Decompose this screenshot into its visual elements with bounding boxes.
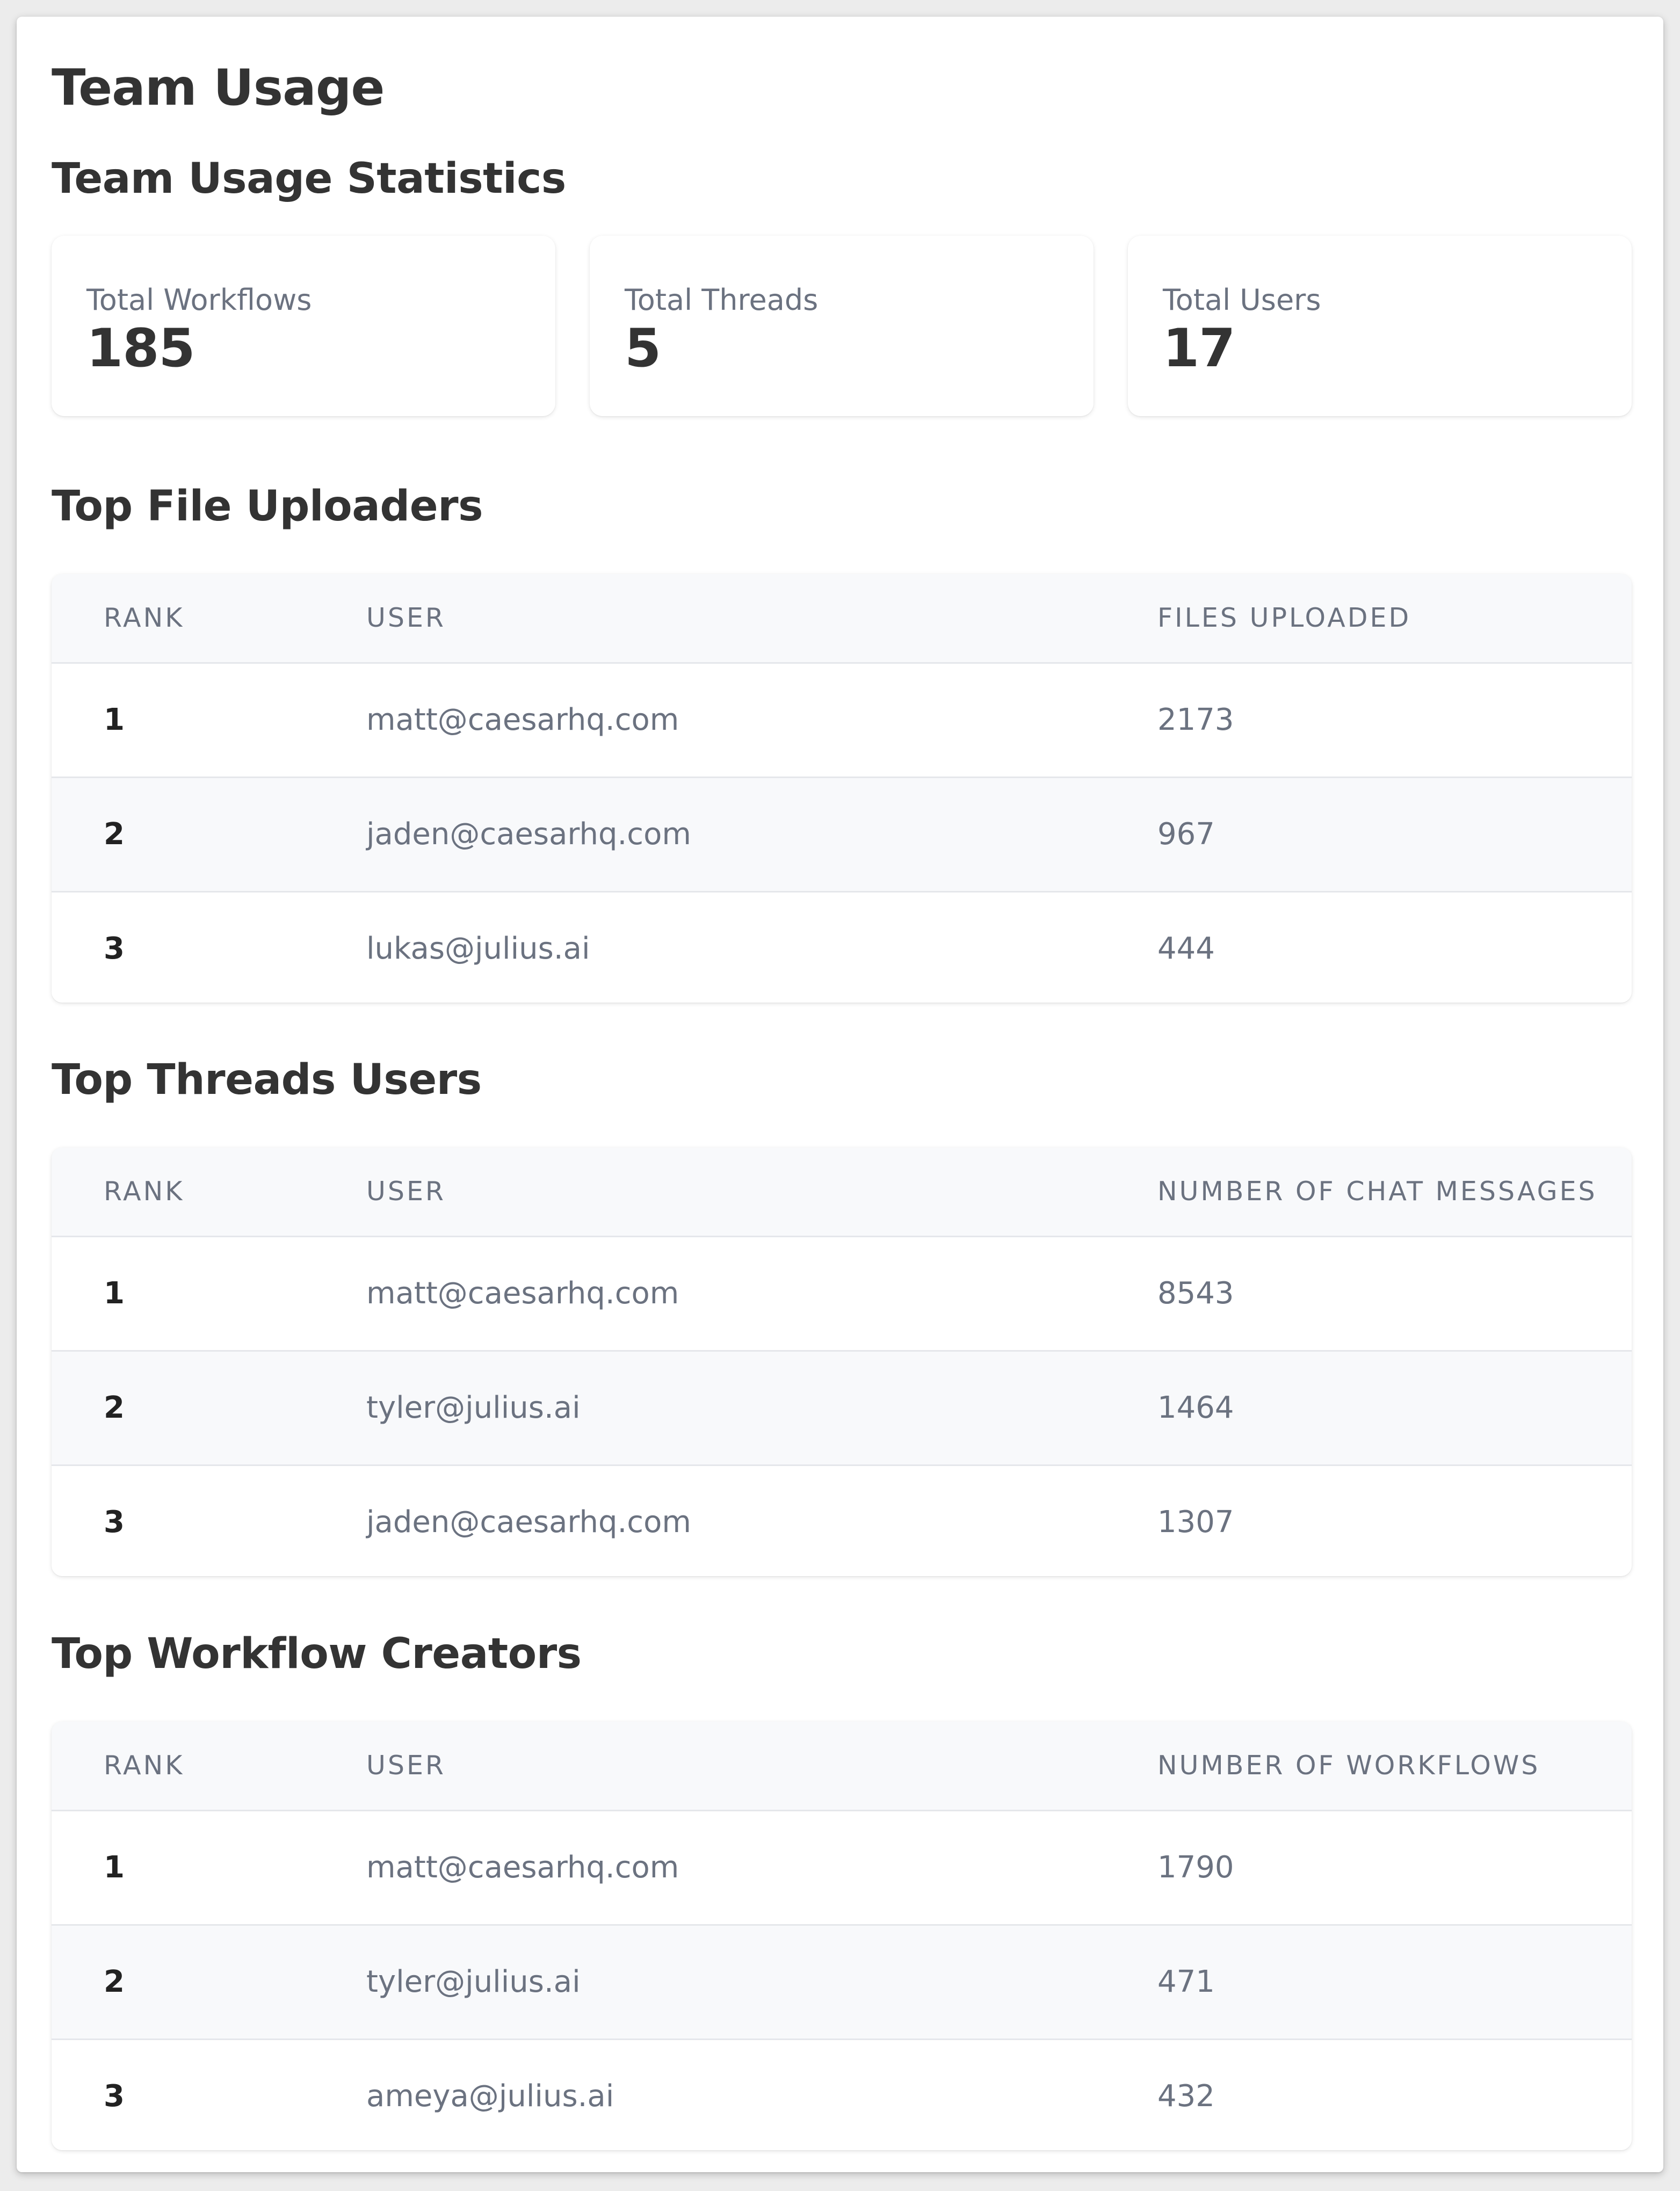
rank-cell: 3 xyxy=(104,1505,125,1540)
rank-cell: 1 xyxy=(104,1850,125,1885)
rank-cell: 3 xyxy=(104,2079,125,2114)
rank-cell: 3 xyxy=(104,931,125,966)
stat-card-total-workflows: Total Workflows 185 xyxy=(52,236,555,416)
threads-users-heading: Top Threads Users xyxy=(52,1056,482,1104)
page-title: Team Usage xyxy=(52,59,385,117)
rank-cell: 2 xyxy=(104,1390,125,1425)
user-cell: matt@caesarhq.com xyxy=(366,1850,679,1885)
column-header-chat-messages: NUMBER OF CHAT MESSAGES xyxy=(1157,1176,1597,1207)
table-header: RANK USER NUMBER OF CHAT MESSAGES xyxy=(52,1148,1632,1237)
value-cell: 471 xyxy=(1157,1964,1215,1999)
file-uploaders-heading: Top File Uploaders xyxy=(52,482,483,531)
column-header-user: USER xyxy=(366,603,446,633)
user-cell: lukas@julius.ai xyxy=(366,931,590,966)
value-cell: 8543 xyxy=(1157,1276,1234,1311)
table-row: 3 jaden@caesarhq.com 1307 xyxy=(52,1466,1632,1576)
value-cell: 967 xyxy=(1157,817,1215,852)
stat-label: Total Users xyxy=(1163,283,1321,317)
table-row: 3 ameya@julius.ai 432 xyxy=(52,2040,1632,2150)
file-uploaders-table: RANK USER FILES UPLOADED 1 matt@caesarhq… xyxy=(52,574,1632,1003)
value-cell: 1307 xyxy=(1157,1505,1234,1540)
rank-cell: 2 xyxy=(104,1964,125,1999)
value-cell: 444 xyxy=(1157,931,1215,966)
team-usage-panel: Team Usage Team Usage Statistics Total W… xyxy=(17,17,1663,2172)
stat-label: Total Workflows xyxy=(86,283,312,317)
user-cell: matt@caesarhq.com xyxy=(366,1276,679,1311)
stats-row: Total Workflows 185 Total Threads 5 Tota… xyxy=(52,236,1632,416)
workflow-creators-heading: Top Workflow Creators xyxy=(52,1630,582,1678)
user-cell: tyler@julius.ai xyxy=(366,1390,581,1425)
table-row: 1 matt@caesarhq.com 2173 xyxy=(52,664,1632,778)
column-header-user: USER xyxy=(366,1750,446,1781)
column-header-user: USER xyxy=(366,1176,446,1207)
rank-cell: 1 xyxy=(104,1276,125,1311)
user-cell: jaden@caesarhq.com xyxy=(366,1505,691,1540)
table-row: 3 lukas@julius.ai 444 xyxy=(52,893,1632,1003)
column-header-workflows: NUMBER OF WORKFLOWS xyxy=(1157,1750,1540,1781)
stats-heading: Team Usage Statistics xyxy=(52,155,566,203)
column-header-rank: RANK xyxy=(104,1750,185,1781)
stat-card-total-users: Total Users 17 xyxy=(1128,236,1632,416)
stat-card-total-threads: Total Threads 5 xyxy=(590,236,1094,416)
value-cell: 432 xyxy=(1157,2079,1215,2114)
rank-cell: 1 xyxy=(104,702,125,737)
table-row: 1 matt@caesarhq.com 8543 xyxy=(52,1237,1632,1352)
threads-users-table: RANK USER NUMBER OF CHAT MESSAGES 1 matt… xyxy=(52,1148,1632,1576)
workflow-creators-table: RANK USER NUMBER OF WORKFLOWS 1 matt@cae… xyxy=(52,1722,1632,2150)
stat-label: Total Threads xyxy=(625,283,819,317)
value-cell: 2173 xyxy=(1157,702,1234,737)
column-header-rank: RANK xyxy=(104,603,185,633)
value-cell: 1464 xyxy=(1157,1390,1234,1425)
stat-value: 185 xyxy=(86,318,195,379)
column-header-files-uploaded: FILES UPLOADED xyxy=(1157,603,1411,633)
user-cell: matt@caesarhq.com xyxy=(366,702,679,737)
rank-cell: 2 xyxy=(104,817,125,852)
user-cell: ameya@julius.ai xyxy=(366,2079,614,2114)
table-row: 2 tyler@julius.ai 471 xyxy=(52,1926,1632,2040)
table-row: 2 tyler@julius.ai 1464 xyxy=(52,1352,1632,1466)
table-row: 1 matt@caesarhq.com 1790 xyxy=(52,1811,1632,1926)
stat-value: 5 xyxy=(625,318,661,379)
table-header: RANK USER NUMBER OF WORKFLOWS xyxy=(52,1722,1632,1811)
value-cell: 1790 xyxy=(1157,1850,1234,1885)
user-cell: jaden@caesarhq.com xyxy=(366,817,691,852)
column-header-rank: RANK xyxy=(104,1176,185,1207)
user-cell: tyler@julius.ai xyxy=(366,1964,581,1999)
stat-value: 17 xyxy=(1163,318,1235,379)
table-header: RANK USER FILES UPLOADED xyxy=(52,574,1632,664)
table-row: 2 jaden@caesarhq.com 967 xyxy=(52,778,1632,893)
